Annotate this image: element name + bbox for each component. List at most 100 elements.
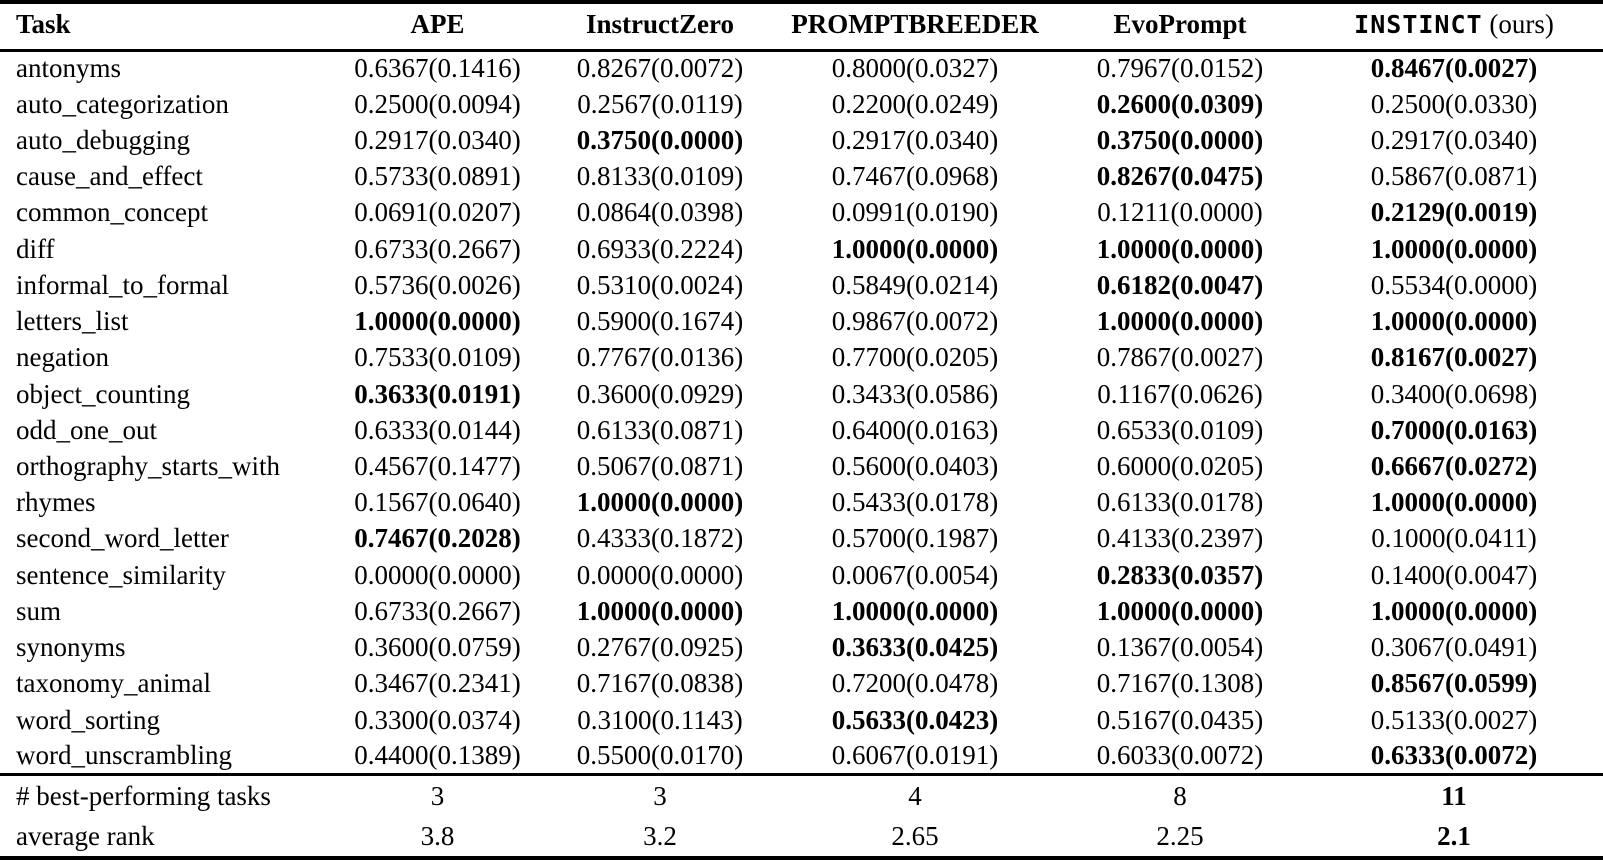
value-cell: 0.8267(0.0072) — [576, 53, 744, 84]
value-cell: 0.4133(0.2397) — [1096, 523, 1264, 554]
value-cell: 0.6367(0.1416) — [354, 53, 521, 84]
table-row: odd_one_out 0.6333(0.0144) 0.6133(0.0871) 0… — [0, 412, 1603, 448]
value-cell: 0.7767(0.0136) — [576, 342, 744, 373]
value-cell: 0.4400(0.1389) — [354, 740, 521, 771]
task-cell: rhymes — [16, 487, 96, 518]
value-cell: 1.0000(0.0000) — [576, 595, 744, 626]
value-cell: 0.1167(0.0626) — [1097, 378, 1263, 409]
value-cell: 0.2600(0.0309) — [1096, 88, 1264, 119]
task-cell: letters_list — [16, 306, 129, 337]
value-cell: 0.5849(0.0214) — [831, 269, 999, 300]
value-cell: 0.7200(0.0478) — [831, 668, 999, 699]
value-cell: 0.5433(0.0178) — [831, 487, 999, 518]
value-cell: 0.5067(0.0871) — [576, 451, 744, 482]
value-cell: 0.6133(0.0871) — [576, 414, 744, 445]
value-cell: 0.7167(0.1308) — [1096, 668, 1264, 699]
value-cell: 0.6333(0.0072) — [1370, 740, 1538, 771]
value-cell: 1.0000(0.0000) — [354, 306, 521, 337]
task-cell: diff — [16, 233, 55, 264]
table-row: auto_debugging 0.2917(0.0340) 0.3750(0.000… — [0, 122, 1603, 158]
value-cell: 0.2917(0.0340) — [1370, 125, 1538, 156]
value-cell: 0.5167(0.0435) — [1096, 704, 1264, 735]
value-cell: 0.3750(0.0000) — [1096, 125, 1264, 156]
table-row: common_concept 0.0691(0.0207) 0.0864(0.039… — [0, 195, 1603, 231]
value-cell: 0.8567(0.0599) — [1370, 668, 1538, 699]
value-cell: 0.2567(0.0119) — [577, 88, 743, 119]
value-cell: 4 — [775, 773, 1055, 817]
task-cell: odd_one_out — [16, 414, 157, 445]
value-cell: 3 — [545, 773, 775, 817]
value-cell: 0.9867(0.0072) — [831, 306, 999, 337]
value-cell: 0.3633(0.0191) — [354, 378, 521, 409]
value-cell: 1.0000(0.0000) — [1096, 306, 1264, 337]
col-header-instinct: INSTINCT (ours) — [1305, 2, 1603, 52]
value-cell: 0.2500(0.0094) — [354, 88, 521, 119]
table-header: Task APE InstructZero PROMPTBREEDER EvoP… — [0, 2, 1603, 52]
table-row: orthography_starts_with 0.4567(0.1477) 0.5… — [0, 448, 1603, 484]
value-cell: 3.2 — [643, 820, 677, 851]
task-cell: object_counting — [16, 378, 190, 409]
table-row: rhymes 0.1567(0.0640) 1.0000(0.0000) 0.5433… — [0, 485, 1603, 521]
table-summary: # best-performing tasks 3 3 4 8 11 average ran… — [0, 773, 1603, 858]
value-cell: 0.7867(0.0027) — [1096, 342, 1264, 373]
value-cell: 0.5310(0.0024) — [576, 269, 744, 300]
value-cell: 0.6733(0.2667) — [354, 233, 521, 264]
value-cell: 0.2200(0.0249) — [831, 88, 999, 119]
value-cell: 0.5633(0.0423) — [831, 704, 999, 735]
value-cell: 0.4333(0.1872) — [576, 523, 744, 554]
table-row: second_word_letter 0.7467(0.2028) 0.4333(0… — [0, 521, 1603, 557]
value-cell: 1.0000(0.0000) — [1370, 233, 1538, 264]
value-cell: 0.8467(0.0027) — [1370, 53, 1538, 84]
value-cell: 3 — [330, 773, 545, 817]
value-cell: 0.6033(0.0072) — [1096, 740, 1264, 771]
value-cell: 0.7700(0.0205) — [831, 342, 999, 373]
value-cell: 0.3300(0.0374) — [354, 704, 521, 735]
value-cell: 0.5900(0.1674) — [576, 306, 744, 337]
table-row: synonyms 0.3600(0.0759) 0.2767(0.0925) 0.36… — [0, 630, 1603, 666]
value-cell: 0.8000(0.0327) — [831, 53, 999, 84]
value-cell: 0.6533(0.0109) — [1096, 414, 1264, 445]
value-cell: 0.3400(0.0698) — [1370, 378, 1538, 409]
value-cell: 0.6733(0.2667) — [354, 595, 521, 626]
value-cell: 0.2917(0.0340) — [831, 125, 999, 156]
value-cell: 0.6000(0.0205) — [1096, 451, 1264, 482]
table-row: object_counting 0.3633(0.0191) 0.3600(0.09… — [0, 376, 1603, 412]
value-cell: 0.4567(0.1477) — [354, 451, 521, 482]
value-cell: 2.25 — [1156, 820, 1204, 851]
value-cell: 0.7167(0.0838) — [576, 668, 744, 699]
col-header-evoprompt: EvoPrompt — [1055, 2, 1305, 52]
value-cell: 1.0000(0.0000) — [831, 233, 999, 264]
value-cell: 0.3467(0.2341) — [354, 668, 521, 699]
table-row: auto_categorization 0.2500(0.0094) 0.2567(… — [0, 86, 1603, 122]
value-cell: 0.3633(0.0425) — [831, 632, 999, 663]
value-cell: 0.6182(0.0047) — [1096, 269, 1264, 300]
value-cell: 0.6067(0.0191) — [831, 740, 999, 771]
value-cell: 0.5133(0.0027) — [1370, 704, 1538, 735]
value-cell: 0.6667(0.0272) — [1370, 451, 1538, 482]
value-cell: 0.3067(0.0491) — [1370, 632, 1538, 663]
value-cell: 0.1000(0.0411) — [1371, 523, 1537, 554]
value-cell: 0.2767(0.0925) — [576, 632, 744, 663]
value-cell: 0.1567(0.0640) — [354, 487, 521, 518]
col-header-instructzero: InstructZero — [545, 2, 775, 52]
col-header-task: Task — [0, 2, 330, 52]
value-cell: 1.0000(0.0000) — [576, 487, 744, 518]
value-cell: 0.0691(0.0207) — [354, 197, 521, 228]
task-cell: auto_debugging — [16, 125, 190, 156]
value-cell: 0.5534(0.0000) — [1370, 269, 1538, 300]
task-cell: cause_and_effect — [16, 161, 203, 192]
value-cell: 1.0000(0.0000) — [1370, 487, 1538, 518]
value-cell: 0.2129(0.0019) — [1370, 197, 1538, 228]
value-cell: 0.5600(0.0403) — [831, 451, 999, 482]
value-cell: 1.0000(0.0000) — [831, 595, 999, 626]
value-cell: 0.0000(0.0000) — [576, 559, 744, 590]
table-row: word_sorting 0.3300(0.0374) 0.3100(0.1143)… — [0, 702, 1603, 738]
value-cell: 0.3600(0.0929) — [576, 378, 744, 409]
task-cell: second_word_letter — [16, 523, 229, 554]
value-cell: 0.5733(0.0891) — [354, 161, 521, 192]
task-cell: word_sorting — [16, 704, 160, 735]
value-cell: 0.6400(0.0163) — [831, 414, 999, 445]
table-row: antonyms 0.6367(0.1416) 0.8267(0.0072) 0.80… — [0, 50, 1603, 86]
